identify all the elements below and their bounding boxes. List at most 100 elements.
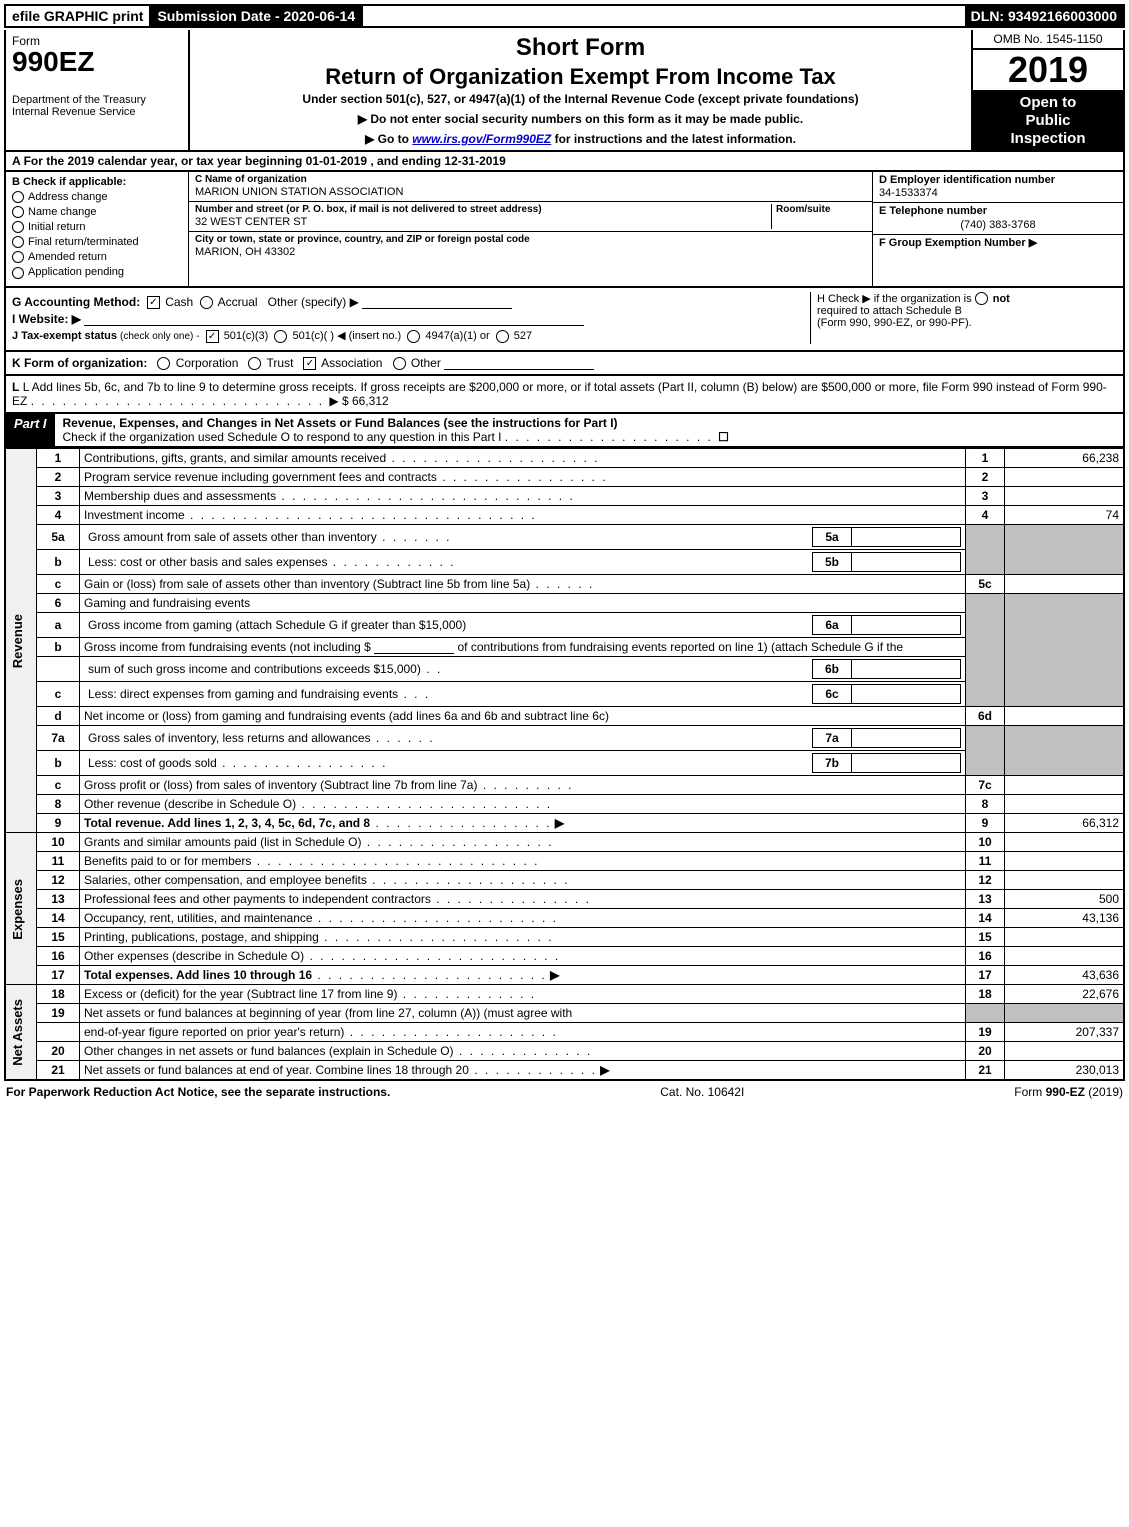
ln12-val: [1005, 871, 1125, 890]
cb-501c3[interactable]: [206, 330, 219, 343]
ln17-val: 43,636: [1005, 966, 1125, 985]
dept-treasury: Department of the Treasury: [12, 94, 182, 106]
k-other-input[interactable]: [444, 357, 594, 370]
row-l: L L Add lines 5b, 6c, and 7b to line 9 t…: [4, 376, 1125, 414]
j-501c3: 501(c)(3): [224, 330, 269, 342]
inspection-badge: Open to Public Inspection: [973, 92, 1123, 150]
ln5a-text: Gross amount from sale of assets other t…: [80, 525, 966, 550]
ln6-num: 6: [37, 594, 80, 613]
g-cash: Cash: [165, 295, 193, 309]
ln5a-ibox: 5a: [813, 528, 852, 547]
cb-final-return[interactable]: [12, 236, 24, 248]
ln6b-text2: sum of such gross income and contributio…: [80, 657, 966, 682]
cell-phone: E Telephone number (740) 383-3768: [873, 203, 1123, 234]
ln19b-num: [37, 1023, 80, 1042]
ln19-box: 19: [966, 1023, 1005, 1042]
ln19-greybox: [966, 1004, 1005, 1023]
cb-h-not-required[interactable]: [975, 292, 988, 305]
ln10-box: 10: [966, 833, 1005, 852]
ln6b-text1: Gross income from fundraising events (no…: [80, 638, 966, 657]
ln5c-text: Gain or (loss) from sale of assets other…: [80, 575, 966, 594]
cb-address-change[interactable]: [12, 191, 24, 203]
g-label: G Accounting Method:: [12, 295, 140, 309]
cb-initial-return[interactable]: [12, 221, 24, 233]
cb-assoc[interactable]: [303, 357, 316, 370]
ln6a-ival: [852, 616, 961, 635]
ein-label: D Employer identification number: [879, 174, 1117, 187]
h-text2: required to attach Schedule B: [817, 305, 962, 317]
h-text3: (Form 990, 990-EZ, or 990-PF).: [817, 317, 972, 329]
ln7c-box: 7c: [966, 776, 1005, 795]
ln16-num: 16: [37, 947, 80, 966]
inspection-l2: Public: [1025, 112, 1070, 129]
ln6b-ibox: 6b: [813, 660, 852, 679]
ln6c-text: Less: direct expenses from gaming and fu…: [80, 682, 966, 707]
ln2-val: [1005, 468, 1125, 487]
ln1-text: Contributions, gifts, grants, and simila…: [80, 449, 966, 468]
ln6d-box: 6d: [966, 707, 1005, 726]
k-label: K Form of organization:: [12, 356, 147, 370]
cb-amended-return[interactable]: [12, 251, 24, 263]
ln6b-num: b: [37, 638, 80, 657]
cb-4947[interactable]: [407, 330, 420, 343]
ln15-num: 15: [37, 928, 80, 947]
ln5c-num: c: [37, 575, 80, 594]
cb-accrual[interactable]: [200, 296, 213, 309]
ln7a-text: Gross sales of inventory, less returns a…: [80, 726, 966, 751]
ln5c-val: [1005, 575, 1125, 594]
opt-final-return: Final return/terminated: [28, 236, 139, 248]
part1-tag: Part I: [6, 414, 55, 446]
ln11-box: 11: [966, 852, 1005, 871]
cb-name-change[interactable]: [12, 206, 24, 218]
ln6d-text: Net income or (loss) from gaming and fun…: [80, 707, 966, 726]
g-other-input[interactable]: [362, 296, 512, 309]
ln6a-ibox: 6a: [813, 616, 852, 635]
ln6-greybox: [966, 594, 1005, 707]
cell-street: Number and street (or P. O. box, if mail…: [189, 202, 872, 232]
ln16-box: 16: [966, 947, 1005, 966]
cb-other-org[interactable]: [393, 357, 406, 370]
opt-amended-return: Amended return: [28, 251, 107, 263]
footer-mid: Cat. No. 10642I: [660, 1085, 744, 1099]
cb-cash[interactable]: [147, 296, 160, 309]
ln6b-blank[interactable]: [374, 641, 454, 654]
phone-label: E Telephone number: [879, 205, 1117, 218]
j-small: (check only one) -: [120, 331, 199, 342]
irs-link[interactable]: www.irs.gov/Form990EZ: [412, 132, 551, 146]
cb-trust[interactable]: [248, 357, 261, 370]
cell-city: City or town, state or province, country…: [189, 232, 872, 261]
i-label: I Website: ▶: [12, 312, 81, 326]
ln18-box: 18: [966, 985, 1005, 1004]
ein-value: 34-1533374: [879, 187, 1117, 200]
street-label: Number and street (or P. O. box, if mail…: [195, 204, 771, 216]
ln5b-text: Less: cost or other basis and sales expe…: [80, 550, 966, 575]
part1-check-icon[interactable]: ☐: [718, 430, 729, 444]
website-input[interactable]: [84, 313, 584, 326]
sidetab-netassets: Net Assets: [5, 985, 37, 1081]
cb-application-pending[interactable]: [12, 267, 24, 279]
cb-corp[interactable]: [157, 357, 170, 370]
ln12-num: 12: [37, 871, 80, 890]
room-label: Room/suite: [776, 204, 866, 216]
city-value: MARION, OH 43302: [195, 246, 866, 259]
ln19-text2: end-of-year figure reported on prior yea…: [80, 1023, 966, 1042]
cell-ein: D Employer identification number 34-1533…: [873, 172, 1123, 203]
entity-info-block: B Check if applicable: Address change Na…: [4, 172, 1125, 288]
ln5b-num: b: [37, 550, 80, 575]
ln10-num: 10: [37, 833, 80, 852]
part1-title: Revenue, Expenses, and Changes in Net As…: [55, 414, 1123, 446]
dln-label: DLN: 93492166003000: [965, 6, 1123, 26]
ln19-greyval: [1005, 1004, 1125, 1023]
cb-527[interactable]: [496, 330, 509, 343]
ln13-val: 500: [1005, 890, 1125, 909]
ln16-text: Other expenses (describe in Schedule O) …: [80, 947, 966, 966]
page-footer: For Paperwork Reduction Act Notice, see …: [4, 1081, 1125, 1099]
submission-date: Submission Date - 2020-06-14: [151, 6, 363, 26]
part1-title-text: Revenue, Expenses, and Changes in Net As…: [63, 416, 618, 430]
h-box: H Check ▶ if the organization is not req…: [810, 292, 1117, 344]
cb-501c[interactable]: [274, 330, 287, 343]
ln8-box: 8: [966, 795, 1005, 814]
ln15-val: [1005, 928, 1125, 947]
ln18-num: 18: [37, 985, 80, 1004]
row-a-tax-year: A For the 2019 calendar year, or tax yea…: [4, 152, 1125, 172]
